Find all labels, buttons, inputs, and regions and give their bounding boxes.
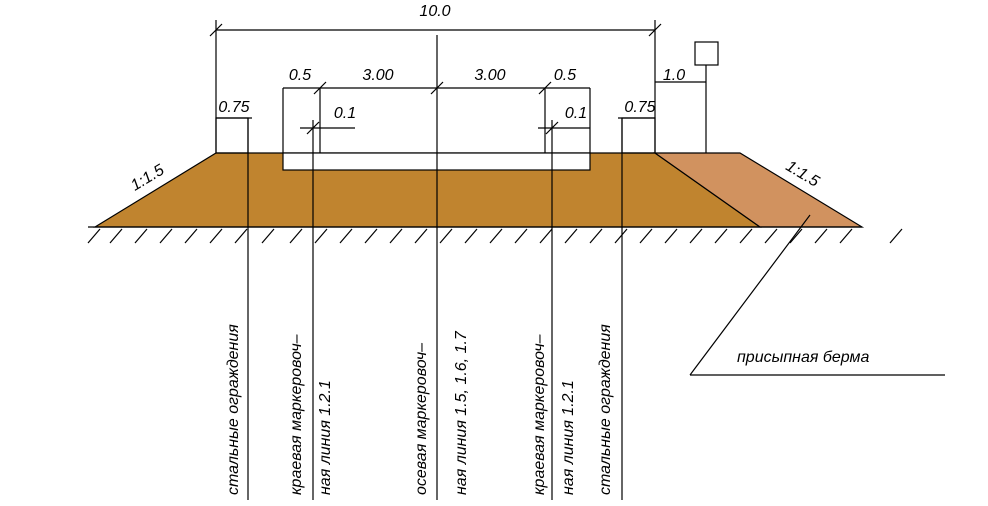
callout: осевая маркеровоч– (413, 343, 430, 495)
hatch-line (489, 228, 503, 244)
hatch-line (109, 228, 123, 244)
hatch-line (539, 228, 553, 244)
callout: краевая маркеровоч– (288, 334, 305, 495)
hatch-line (689, 228, 703, 244)
hatch-line (814, 228, 828, 244)
callout: краевая маркеровоч– (531, 334, 548, 495)
hatch-line (389, 228, 403, 244)
callout: ная линия 1.2.1 (560, 380, 577, 495)
callout: ная линия 1.2.1 (317, 380, 334, 495)
hatch-line (614, 228, 628, 244)
callout: стальные ограждения (225, 324, 242, 495)
hatch-line (464, 228, 478, 244)
hatch-line (889, 228, 903, 244)
hatch-line (261, 228, 275, 244)
dim-label: 0.75 (218, 99, 249, 116)
dim-label: 3.00 (362, 67, 393, 84)
guardrail (621, 117, 656, 154)
hatch-line (714, 228, 728, 244)
hatch-line (664, 228, 678, 244)
hatch-line (739, 228, 753, 244)
hatch-line (134, 228, 148, 244)
hatch-line (209, 228, 223, 244)
dim-label: 0.5 (289, 67, 311, 84)
hatch-line (339, 228, 353, 244)
dim-label: 0.1 (565, 105, 587, 122)
road-sign (694, 41, 719, 66)
hatch-line (789, 228, 803, 244)
ground-hatch (87, 228, 903, 244)
dim-label: 10.0 (419, 3, 450, 20)
hatch-line (589, 228, 603, 244)
dim-label: 0.1 (334, 105, 356, 122)
hatch-line (764, 228, 778, 244)
hatch-line (314, 228, 328, 244)
hatch-line (414, 228, 428, 244)
hatch-line (289, 228, 303, 244)
dim-label: 0.5 (554, 67, 576, 84)
dimension-lines (209, 20, 945, 500)
callout: присыпная берма (737, 349, 869, 366)
hatch-line (439, 228, 453, 244)
dim-label: 0.75 (624, 99, 655, 116)
hatch-line (839, 228, 853, 244)
callout: ная линия 1.5, 1.6, 1.7 (453, 330, 470, 495)
callouts: стальные ограждения краевая маркеровоч– … (225, 324, 869, 495)
dim-label: 3.00 (474, 67, 505, 84)
dim-label: 1.0 (663, 67, 685, 84)
hatch-line (159, 228, 173, 244)
hatch-line (564, 228, 578, 244)
hatch-line (234, 228, 248, 244)
hatch-line (364, 228, 378, 244)
hatch-line (639, 228, 653, 244)
guardrail (215, 117, 249, 154)
hatch-line (184, 228, 198, 244)
hatch-line (514, 228, 528, 244)
hatch-line (87, 228, 101, 244)
callout: стальные ограждения (597, 324, 614, 495)
